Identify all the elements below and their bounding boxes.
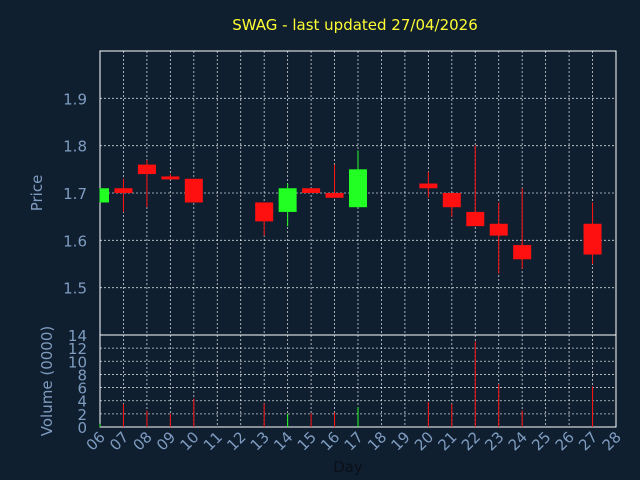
candle-body [278, 188, 297, 212]
candle-body [466, 211, 485, 227]
volume-tick-label: 10 [68, 353, 87, 371]
volume-tick-label: 0 [77, 419, 87, 437]
volume-axis-label: Volume (0000) [38, 326, 56, 436]
candle-body [325, 193, 344, 198]
price-tick-label: 1.7 [63, 185, 87, 203]
price-tick-label: 1.6 [63, 232, 87, 250]
candle-body [513, 245, 532, 260]
price-tick-label: 1.5 [63, 280, 87, 298]
candle-body [137, 164, 156, 175]
volume-tick-label: 2 [77, 406, 87, 424]
x-axis-label: Day [333, 458, 363, 476]
candle-body [349, 169, 367, 208]
volume-tick-label: 4 [77, 393, 87, 411]
volume-tick-label: 6 [77, 380, 87, 398]
candle-body [489, 223, 508, 236]
candle-body [255, 202, 274, 222]
candle-body [302, 188, 321, 193]
chart-title: SWAG - last updated 27/04/2026 [232, 16, 478, 34]
candle-body [184, 178, 203, 203]
price-tick-label: 1.8 [63, 138, 87, 156]
volume-tick-label: 14 [68, 327, 87, 345]
candle-body [419, 183, 438, 189]
candle-body [161, 176, 180, 180]
candle-body [442, 193, 461, 208]
price-axis-label: Price [28, 175, 46, 212]
candle-body [114, 188, 133, 193]
volume-tick-label: 12 [68, 340, 87, 358]
volume-tick-label: 8 [77, 366, 87, 384]
price-tick-label: 1.9 [63, 90, 87, 108]
candle-body [583, 223, 602, 255]
candle-body [100, 188, 109, 203]
